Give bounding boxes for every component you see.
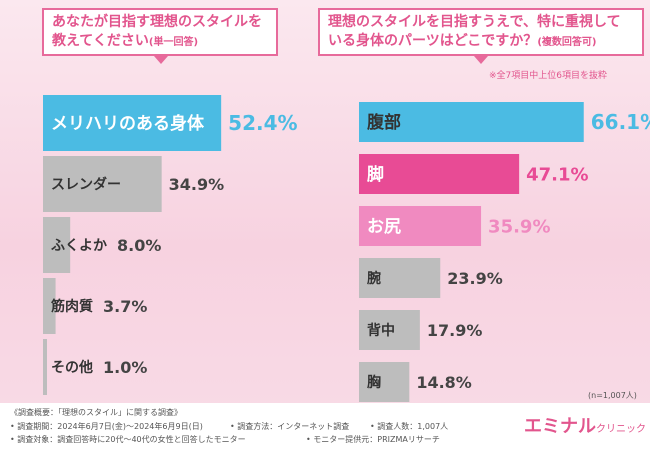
value-label-1-3: 8.0% — [117, 236, 161, 255]
footer: 《調査概要：「理想のスタイル」に関する調査》 • 調査期間：2024年6月7日(… — [0, 403, 650, 450]
category-label-2-3: お尻 — [367, 217, 401, 237]
footer-target: • 調査対象：調査回答時に20代～40代の女性と回答したモニター — [10, 435, 246, 444]
left-question-line1: あなたが目指す理想のスタイルを — [52, 14, 262, 30]
bar-2-2 — [359, 154, 520, 194]
bar-2-3 — [359, 206, 482, 246]
right-question-line1: 理想のスタイルを目指すうえで、特に重視して — [328, 14, 621, 30]
right-question-arrow — [474, 56, 488, 64]
category-label-1-2: スレンダー — [51, 176, 121, 193]
category-label-2-1: 腹部 — [367, 112, 401, 133]
bar-1-1 — [43, 95, 222, 151]
note-text: ※全7項目中上位6項目を抜粋 — [489, 71, 607, 81]
value-label-1-2: 34.9% — [169, 175, 225, 194]
right-question-sub: (複数回答可) — [537, 37, 597, 48]
right-question-line2: いる身体のパーツはどこですか？ — [328, 33, 538, 49]
bar-1-2 — [43, 156, 162, 212]
category-label-1-5: その他 — [51, 359, 93, 376]
value-label-2-1: 66.1% — [591, 110, 650, 134]
category-label-1-1: メリハリのある身体 — [51, 113, 205, 134]
value-label-1-1: 52.4% — [228, 111, 297, 135]
footer-method: • 調査方法：インターネット調査 — [230, 422, 350, 431]
value-label-1-5: 1.0% — [103, 358, 147, 377]
left-question-arrow — [154, 56, 168, 64]
right-question-box: 理想のスタイルを目指すうえで、特に重視して いる身体のパーツはどこですか？(複数… — [318, 8, 644, 56]
bar-2-1 — [359, 102, 584, 142]
value-label-2-3: 35.9% — [488, 216, 550, 237]
brand-logo: エミナルクリニック — [524, 412, 646, 438]
value-label-1-4: 3.7% — [103, 297, 147, 316]
footer-count: • 調査人数：1,007人 — [370, 422, 449, 431]
category-label-2-6: 胸 — [367, 374, 381, 391]
category-label-2-5: 背中 — [367, 322, 395, 339]
footer-provider: • モニター提供元：PRIZMAリサーチ — [306, 435, 440, 444]
bar-2-6 — [359, 362, 410, 402]
bar-2-4 — [359, 258, 441, 298]
brand-name: エミナル — [524, 416, 596, 437]
charts-svg: メリハリのある身体 52.4% スレンダー 34.9% ふくよか 8.0% 筋肉質 3.7% そ… — [43, 95, 650, 402]
left-question-box: あなたが目指す理想のスタイルを 教えてください(単一回答) — [42, 8, 278, 56]
category-label-2-2: 脚 — [367, 164, 384, 185]
left-question-line2: 教えてください — [52, 33, 149, 49]
category-label-1-3: ふくよか — [51, 238, 107, 254]
category-label-2-4: 腕 — [367, 270, 381, 287]
value-label-2-2: 47.1% — [526, 164, 588, 185]
value-label-2-5: 17.9% — [427, 321, 483, 340]
bar-1-5 — [43, 339, 47, 395]
value-label-2-6: 14.8% — [416, 373, 472, 392]
bar-2-5 — [359, 310, 420, 350]
footer-period: • 調査期間：2024年6月7日(金)～2024年6月9日(日) — [10, 422, 203, 431]
sample-size-label: (n=1,007人) — [588, 391, 637, 400]
bar-1-3 — [43, 217, 71, 273]
category-label-1-4: 筋肉質 — [51, 298, 93, 315]
footer-survey-title: 《調査概要：「理想のスタイル」に関する調査》 — [10, 408, 182, 417]
brand-suffix: クリニック — [596, 424, 646, 435]
left-question-sub: (単一回答) — [148, 37, 199, 48]
bar-1-4 — [43, 278, 56, 334]
value-label-2-4: 23.9% — [447, 269, 503, 288]
